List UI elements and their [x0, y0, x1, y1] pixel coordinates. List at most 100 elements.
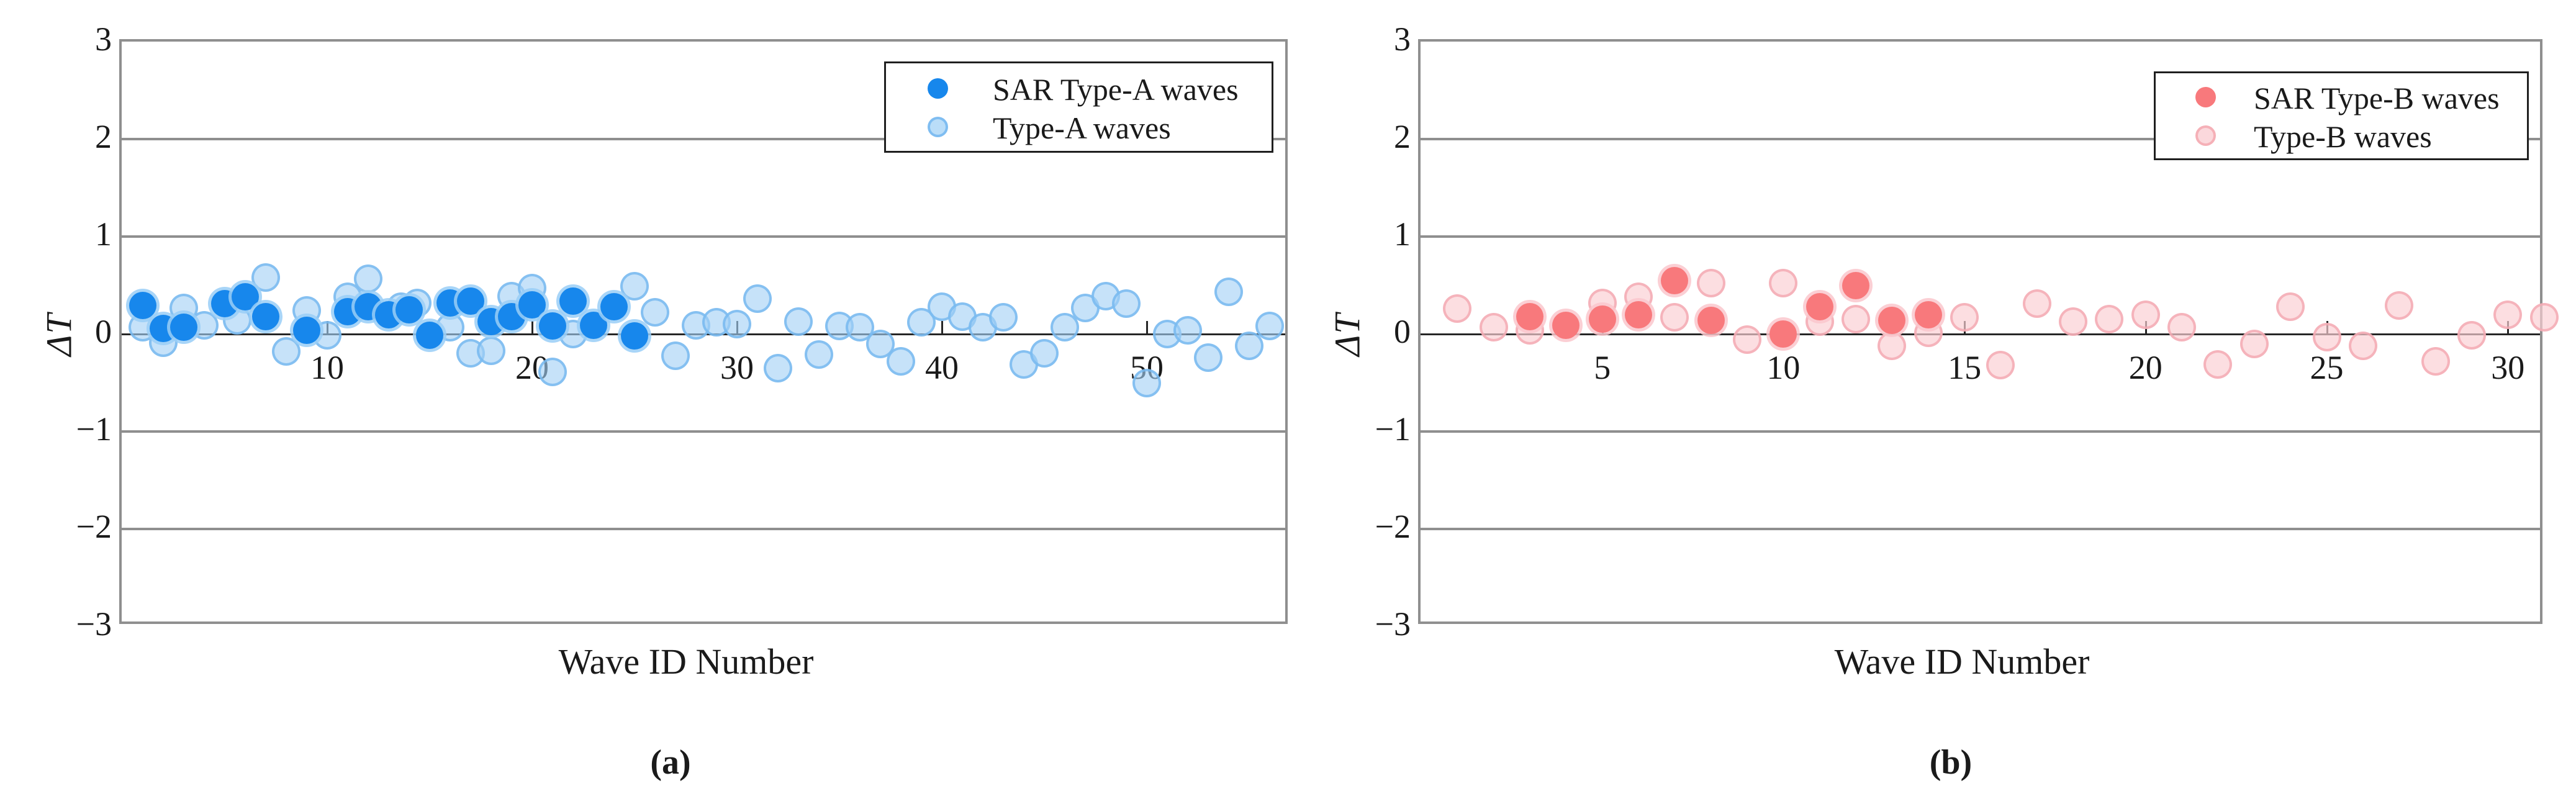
wave-point: [1235, 331, 1263, 360]
wave-point: [887, 346, 915, 376]
panel-caption-a: (a): [650, 743, 691, 782]
sar-wave-point: [1842, 271, 1870, 299]
gridline: [122, 430, 1285, 433]
y-tick-label: 1: [95, 215, 112, 253]
y-tick-label: −2: [76, 508, 112, 545]
sar-wave-point: [416, 321, 443, 349]
wave-point: [1733, 325, 1762, 355]
x-tick-label: 40: [925, 349, 959, 386]
wave-point: [1214, 278, 1243, 307]
wave-point: [1030, 339, 1059, 368]
x-tick-label: 15: [1948, 349, 1982, 386]
sar-type-a-marker-icon: [928, 78, 948, 99]
wave-point: [661, 341, 690, 370]
gridline: [122, 528, 1285, 530]
x-tick-label: 20: [2128, 349, 2162, 386]
gridline: [1421, 528, 2540, 530]
wave-point: [641, 298, 669, 327]
wave-point: [2239, 329, 2269, 358]
wave-point: [538, 358, 567, 387]
legend-label: Type-B waves: [2254, 119, 2432, 154]
wave-point: [805, 340, 833, 369]
wave-point: [2131, 300, 2160, 329]
gridline: [1421, 430, 2540, 433]
gridline: [122, 138, 1285, 140]
y-tick-label: 3: [95, 20, 112, 58]
wave-point: [989, 303, 1018, 332]
legend-item-sar-type-b: SAR Type-B waves: [2156, 78, 2527, 118]
y-tick-label: 2: [95, 118, 112, 155]
legend-a: SAR Type-A waves Type-A waves: [884, 61, 1273, 153]
x-axis-title-a: Wave ID Number: [558, 641, 814, 682]
sar-wave-point: [129, 292, 156, 320]
sar-wave-point: [621, 322, 648, 350]
sar-type-b-marker-icon: [2195, 87, 2216, 107]
y-tick-label: −3: [76, 605, 112, 643]
wave-point: [2312, 322, 2341, 351]
wave-point: [2059, 307, 2088, 336]
wave-point: [866, 329, 895, 358]
wave-point: [354, 264, 382, 293]
sar-wave-point: [580, 311, 607, 339]
y-tick-label: −3: [1375, 605, 1411, 643]
sar-wave-point: [170, 314, 197, 341]
sar-wave-point: [1805, 293, 1833, 321]
wave-point: [2493, 300, 2523, 329]
x-axis-line: [1421, 333, 2540, 335]
wave-point: [272, 337, 301, 366]
y-tick-label: −2: [1375, 508, 1411, 545]
x-tick-label: 30: [720, 349, 754, 386]
wave-point: [1255, 312, 1284, 341]
wave-point: [2457, 320, 2486, 350]
wave-point: [1986, 351, 2015, 380]
wave-point: [1132, 368, 1161, 397]
wave-point: [743, 284, 772, 314]
x-tick-label: 5: [1594, 349, 1611, 386]
wave-point: [2348, 331, 2377, 360]
sar-wave-point: [1625, 301, 1653, 328]
wave-point: [2203, 350, 2233, 379]
sar-wave-point: [600, 293, 628, 321]
wave-point: [2167, 313, 2197, 341]
sar-wave-point: [1769, 320, 1797, 348]
legend-b: SAR Type-B waves Type-B waves: [2154, 71, 2529, 160]
wave-point: [1479, 313, 1508, 341]
wave-point: [784, 307, 813, 336]
sar-wave-point: [1552, 311, 1580, 339]
wave-point: [1660, 303, 1689, 332]
x-axis-title-b: Wave ID Number: [1834, 641, 2090, 682]
wave-point: [2022, 289, 2051, 319]
wave-point: [620, 272, 649, 301]
y-tick-label: −1: [76, 410, 112, 448]
wave-point: [477, 336, 505, 365]
legend-label: Type-A waves: [993, 111, 1171, 145]
wave-point: [2421, 346, 2450, 376]
wave-point: [1194, 343, 1222, 372]
sar-wave-point: [1697, 307, 1725, 335]
sar-wave-point: [1588, 305, 1616, 333]
sar-wave-point: [293, 316, 320, 344]
gridline: [1421, 235, 2540, 238]
legend-label: SAR Type-B waves: [2254, 81, 2500, 115]
y-tick-label: 1: [1394, 215, 1411, 253]
legend-item-type-b: Type-B waves: [2156, 117, 2527, 156]
wave-point: [2385, 291, 2414, 320]
wave-point: [1443, 294, 1472, 323]
sar-wave-point: [539, 312, 566, 340]
gridline: [122, 235, 1285, 238]
legend-label: SAR Type-A waves: [993, 72, 1239, 107]
x-tick-mark: [941, 321, 943, 334]
wave-point: [2095, 305, 2124, 334]
wave-point: [1696, 269, 1725, 298]
x-tick-mark: [1146, 321, 1148, 334]
sar-wave-point: [1661, 266, 1689, 294]
wave-point: [1769, 269, 1798, 298]
wave-point: [723, 310, 751, 339]
wave-point: [2276, 292, 2305, 322]
wave-point: [1878, 331, 1907, 360]
y-tick-label: 0: [95, 313, 112, 350]
gridline: [1421, 138, 2540, 140]
wave-point: [764, 353, 792, 382]
sar-wave-point: [518, 291, 546, 319]
